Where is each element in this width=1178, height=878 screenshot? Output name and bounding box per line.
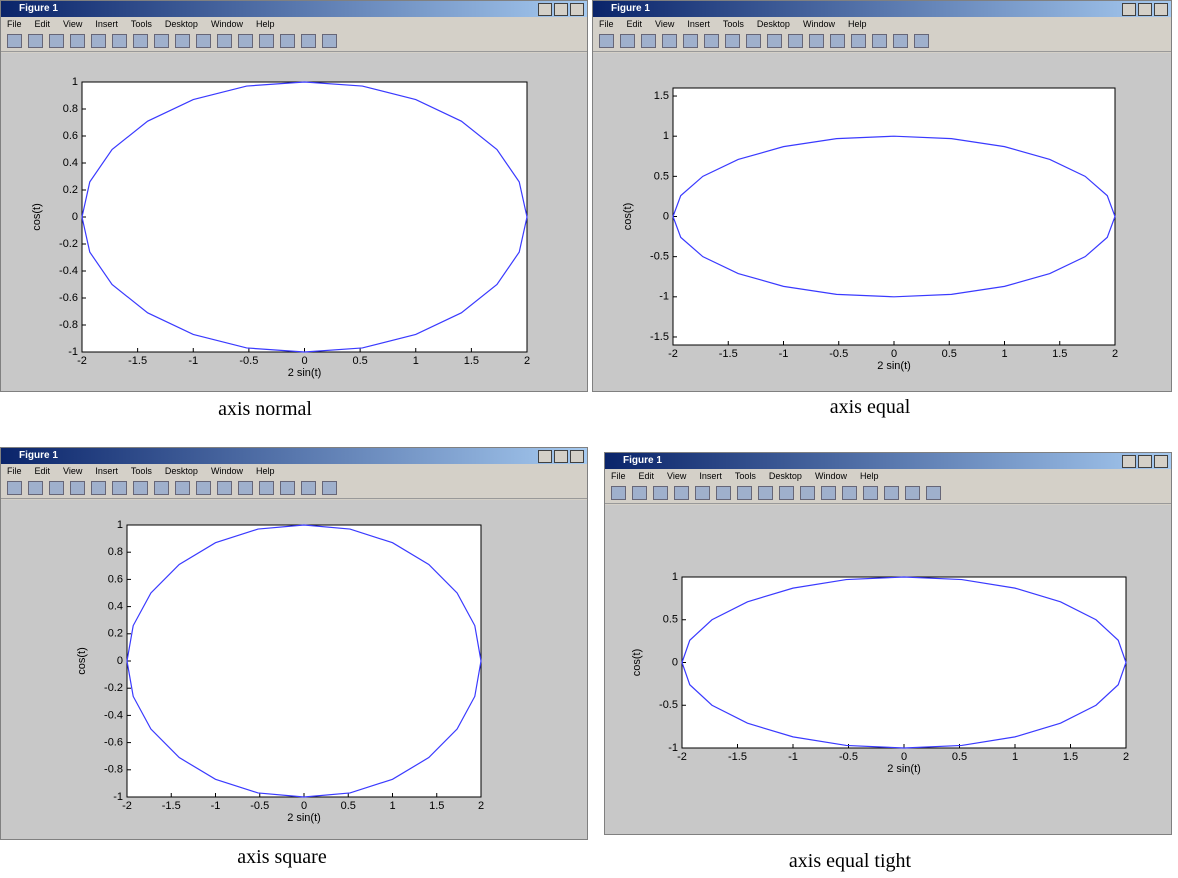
plot-area [673,88,1115,345]
y-tick-label: 0.6 [108,573,123,585]
plot-area [82,82,527,352]
y-tick-label: 0.2 [108,628,123,640]
y-tick-label: -0.8 [59,319,78,331]
x-tick-label: 0.5 [952,751,967,763]
x-tick-label: 1 [1001,348,1007,360]
x-tick-label: 2 [1123,751,1129,763]
y-tick-label: 0.8 [63,103,78,115]
x-tick-label: -1 [211,800,221,812]
x-tick-label: 0.5 [942,348,957,360]
y-tick-label: 0.5 [663,614,678,626]
x-tick-label: -0.5 [250,800,269,812]
x-tick-label: 2 [478,800,484,812]
page: Figure 1FileEditViewInsertToolsDesktopWi… [0,0,1178,878]
y-tick-label: -1 [113,791,123,803]
y-tick-label: -0.4 [59,265,78,277]
caption: axis square [237,846,326,869]
caption: axis equal [830,396,911,419]
caption: axis normal [218,398,312,421]
x-tick-label: 0 [891,348,897,360]
x-tick-label: 1.5 [1052,348,1067,360]
x-axis-label: 2 sin(t) [287,812,321,824]
y-tick-label: 1.5 [654,90,669,102]
x-tick-label: -0.5 [839,751,858,763]
y-axis-label: cos(t) [631,649,643,677]
x-tick-label: 1 [1012,751,1018,763]
x-tick-label: 0 [301,800,307,812]
plots: -2 -1.5 -1 -0.5 0 0.5 1 1.5 2 -1 -0.8 -0.6 -0.4 -0.2 0… [0,0,1178,878]
x-tick-label: -2 [668,348,678,360]
x-tick-label: 1 [413,355,419,367]
y-tick-label: 0.2 [63,184,78,196]
y-axis-label: cos(t) [76,647,88,675]
x-tick-label: 1.5 [1063,751,1078,763]
x-tick-label: 0 [301,355,307,367]
x-tick-label: -1 [779,348,789,360]
y-tick-label: 0 [672,656,678,668]
plot-area [127,525,481,797]
x-tick-label: -1.5 [128,355,147,367]
x-tick-label: 0.5 [352,355,367,367]
x-tick-label: -1.5 [719,348,738,360]
x-tick-label: -1.5 [162,800,181,812]
y-tick-label: 0 [117,655,123,667]
y-tick-label: 1 [117,519,123,531]
y-tick-label: -0.2 [59,238,78,250]
x-tick-label: 0.5 [341,800,356,812]
y-tick-label: -0.8 [104,764,123,776]
y-tick-label: -0.2 [104,682,123,694]
caption: axis equal tight [789,850,911,873]
y-tick-label: -1 [668,742,678,754]
x-tick-label: 2 [524,355,530,367]
x-tick-label: -0.5 [829,348,848,360]
y-tick-label: 0.5 [654,170,669,182]
x-tick-label: 1.5 [464,355,479,367]
y-tick-label: 1 [672,571,678,583]
y-tick-label: 0.4 [108,601,123,613]
x-tick-label: -2 [77,355,87,367]
x-tick-label: -2 [677,751,687,763]
plot-area [682,577,1126,748]
y-tick-label: -0.6 [104,737,123,749]
y-tick-label: -1 [68,346,78,358]
y-tick-label: -0.6 [59,292,78,304]
x-tick-label: 1.5 [429,800,444,812]
x-tick-label: -0.5 [239,355,258,367]
y-tick-label: -0.5 [650,251,669,263]
y-tick-label: -0.4 [104,709,123,721]
x-tick-label: -2 [122,800,132,812]
y-tick-label: 1 [663,130,669,142]
y-tick-label: 0.8 [108,546,123,558]
x-tick-label: -1 [788,751,798,763]
x-tick-label: -1 [188,355,198,367]
x-axis-label: 2 sin(t) [877,360,911,372]
x-tick-label: 2 [1112,348,1118,360]
y-tick-label: -1 [659,291,669,303]
x-axis-label: 2 sin(t) [887,763,921,775]
y-tick-label: 1 [72,76,78,88]
y-tick-label: 0.6 [63,130,78,142]
y-axis-label: cos(t) [31,203,43,231]
y-tick-label: -0.5 [659,699,678,711]
y-axis-label: cos(t) [622,203,634,231]
x-axis-label: 2 sin(t) [288,367,322,379]
y-tick-label: -1.5 [650,331,669,343]
x-tick-label: -1.5 [728,751,747,763]
y-tick-label: 0.4 [63,157,78,169]
y-tick-label: 0 [663,210,669,222]
x-tick-label: 1 [389,800,395,812]
y-tick-label: 0 [72,211,78,223]
x-tick-label: 0 [901,751,907,763]
